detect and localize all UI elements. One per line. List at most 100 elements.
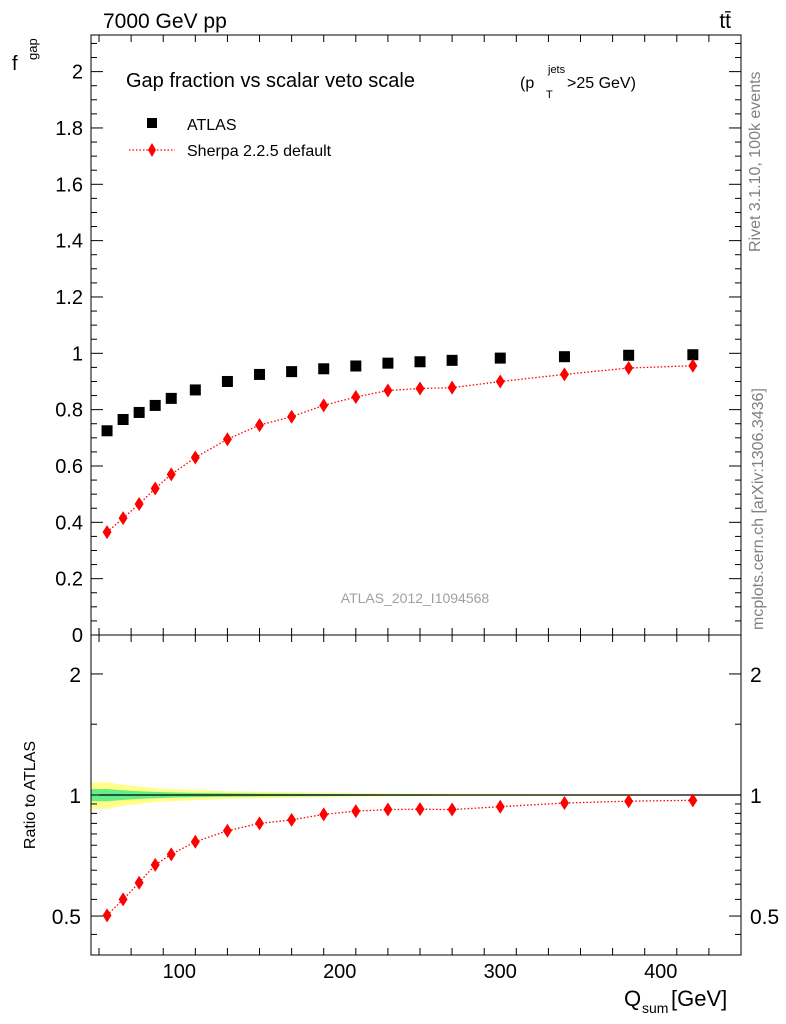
atlas-data-point [350,360,362,372]
process-label: tt̄ [719,10,731,33]
sherpa-ratio-point [624,794,634,809]
sherpa-data-point [102,525,112,540]
ratio-y-tick-label-right: 1 [750,785,762,808]
ratio-xlabel-subscript: sum [642,1000,668,1016]
sherpa-ratio-point [255,816,265,831]
ratio-ylabel: Ratio to ATLAS [22,741,39,849]
sherpa-ratio-point [559,796,569,811]
ratio-y-tick-label: 0.5 [52,906,81,929]
sherpa-ratio-point [102,908,112,923]
sherpa-data-point [166,467,176,482]
sherpa-ratio-point [383,802,393,817]
ratio-y-tick-label: 1 [69,785,81,808]
legend-atlas-marker [147,118,157,128]
main-ylabel: f [12,53,18,75]
mcplots-reference-label: mcplots.cern.ch [arXiv:1306.3436] [750,388,767,630]
legend-sherpa-marker [148,143,156,157]
sherpa-data-point [150,481,160,496]
legend-sherpa-label: Sherpa 2.2.5 default [187,143,332,160]
sherpa-data-point [118,511,128,526]
atlas-data-point [446,354,458,366]
main-y-tick-label: 1.8 [55,118,83,140]
main-y-tick-label: 0.2 [55,569,83,591]
main-y-tick-label: 0.4 [55,512,83,534]
main-x-minor-ticks [98,35,710,635]
sherpa-line [106,365,693,533]
main-data-series [101,349,699,540]
atlas-data-point [189,384,201,396]
sherpa-data-point [495,374,505,389]
ratio-xlabel-unit: [GeV] [671,986,727,1011]
sherpa-ratio-point [688,793,698,808]
ratio-y-tick-label-right: 0.5 [750,906,779,929]
main-y-tick-label: 0.6 [55,456,83,478]
sherpa-data-point [222,432,232,447]
title-cut-subscript: T [546,89,553,101]
sherpa-data-point [447,380,457,395]
sherpa-data-point [559,367,569,382]
beam-energy-label: 7000 GeV pp [103,10,227,33]
atlas-data-point [623,349,635,361]
atlas-data-point [494,352,506,364]
main-y-tick-label: 1.4 [55,231,83,253]
sherpa-data-point [688,358,698,373]
sherpa-data-point [415,381,425,396]
ratio-x-tick-label: 300 [484,961,517,983]
legend-atlas-label: ATLAS [187,117,237,134]
main-ylabel-subscript: gap [25,38,40,60]
atlas-data-point [149,399,161,411]
main-y-axis: 0 0.2 0.4 0.6 0.8 1 1.2 1.4 1.6 1.8 2 [55,42,741,647]
ratio-x-tick-label: 100 [163,961,196,983]
atlas-data-point [414,356,426,368]
sherpa-ratio-point [134,875,144,890]
main-y-tick-label: 2 [72,62,83,84]
rivet-version-label: Rivet 3.1.10, 100k events [747,71,764,252]
sherpa-ratio-line [106,799,693,916]
atlas-data-point [221,375,233,387]
main-panel: 0 0.2 0.4 0.6 0.8 1 1.2 1.4 1.6 1.8 2 Gap fraction… [12,34,742,647]
sherpa-ratio-point [351,804,361,819]
sherpa-data-point [383,383,393,398]
ratio-y-tick-label: 2 [69,664,81,687]
main-y-tick-label: 0.8 [55,400,83,422]
sherpa-ratio-point [150,857,160,872]
atlas-data-point [133,406,145,418]
sherpa-data-point [624,360,634,375]
main-y-tick-label: 1 [72,343,83,365]
sherpa-ratio-point [190,834,200,849]
sherpa-ratio-point [166,847,176,862]
sherpa-data-point [255,418,265,433]
sherpa-data-point [134,497,144,512]
sherpa-data-point [287,409,297,424]
sherpa-ratio-point [447,802,457,817]
ratio-y-axis: 0.5 0.5 1 1 2 2 [52,664,779,935]
ratio-panel: 100 200 300 400 0.5 0.5 1 1 2 2 Ratio to ATLAS Q… [22,634,779,1016]
sherpa-data-point [319,398,329,413]
atlas-data-point [101,425,113,437]
ratio-y-tick-label-right: 2 [750,664,762,687]
atlas-data-point [286,366,298,378]
title-cut-tail: >25 GeV) [567,75,636,92]
main-y-tick-label: 1.2 [55,287,83,309]
atlas-data-point [687,349,699,361]
sherpa-ratio-point [118,892,128,907]
atlas-data-point [382,357,394,369]
sherpa-data-point [351,389,361,404]
main-y-tick-label: 0 [72,625,83,647]
atlas-data-point [254,368,266,380]
atlas-data-point [117,414,129,426]
title-cut-superscript: jets [547,64,566,76]
title-cut-lead: (p [520,75,534,92]
ratio-x-tick-label: 200 [323,961,356,983]
atlas-data-point [558,351,570,363]
ratio-x-axis: 100 200 300 400 [98,635,710,983]
sherpa-ratio-point [287,812,297,827]
sherpa-ratio-point [222,823,232,838]
ratio-xlabel: Q [624,986,641,1011]
main-title: Gap fraction vs scalar veto scale [126,70,415,92]
ratio-x-tick-label: 400 [644,961,677,983]
legend: ATLAS Sherpa 2.2.5 default [129,117,332,160]
analysis-watermark: ATLAS_2012_I1094568 [341,590,490,606]
sherpa-data-point [190,450,200,465]
